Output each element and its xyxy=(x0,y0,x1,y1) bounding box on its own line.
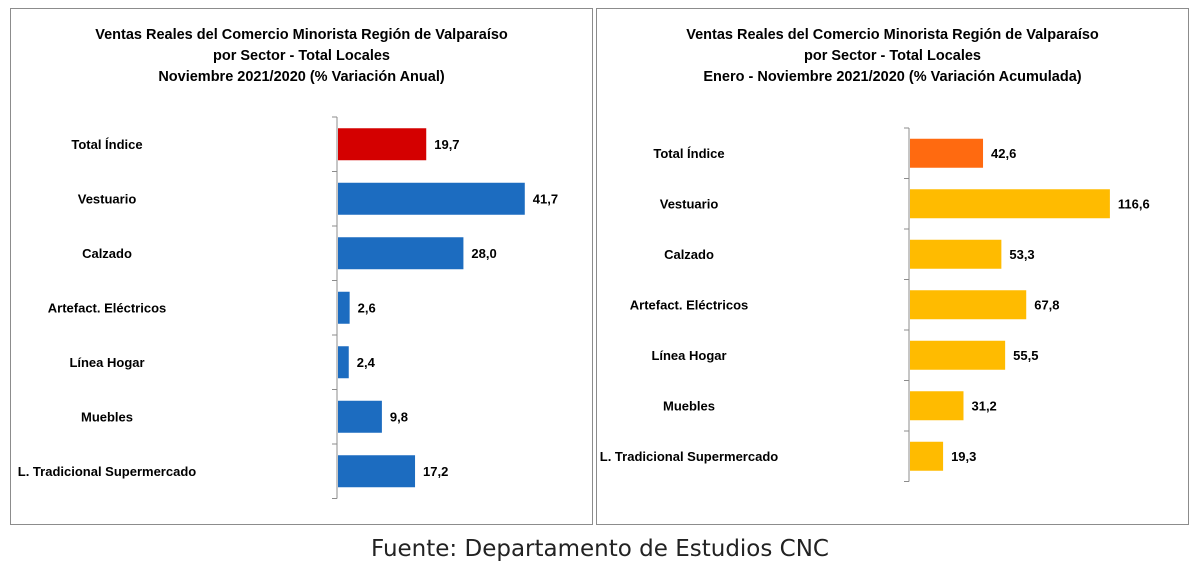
chart-title: Ventas Reales del Comercio Minorista Reg… xyxy=(11,25,592,88)
chart-title-line-3: Noviembre 2021/2020 (% Variación Anual) xyxy=(158,69,445,85)
bar xyxy=(338,346,349,379)
data-label: 31,2 xyxy=(971,398,996,413)
bar xyxy=(338,291,350,324)
category-label: Vestuario xyxy=(660,196,719,211)
bar xyxy=(338,455,416,488)
bar xyxy=(338,237,464,270)
bar xyxy=(338,128,427,161)
bar xyxy=(910,290,1027,320)
data-label: 53,3 xyxy=(1009,247,1034,262)
chart-title-line-2: por Sector - Total Locales xyxy=(804,48,981,64)
data-label: 55,5 xyxy=(1013,348,1038,363)
chart-title-line-2: por Sector - Total Locales xyxy=(213,48,390,64)
category-label: L. Tradicional Supermercado xyxy=(18,464,196,479)
chart-title-line-3: Enero - Noviembre 2021/2020 (% Variación… xyxy=(703,69,1082,85)
bar xyxy=(910,441,944,471)
bar xyxy=(910,340,1006,370)
category-label: Total Índice xyxy=(653,146,724,161)
category-label: Artefact. Eléctricos xyxy=(630,297,749,312)
data-label: 19,7 xyxy=(434,137,459,152)
data-label: 28,0 xyxy=(471,246,496,261)
bar xyxy=(910,391,964,421)
chart-title: Ventas Reales del Comercio Minorista Reg… xyxy=(597,25,1188,88)
data-label: 42,6 xyxy=(991,146,1016,161)
data-label: 17,2 xyxy=(423,464,448,479)
bar xyxy=(338,400,382,433)
data-label: 19,3 xyxy=(951,449,976,464)
category-label: Línea Hogar xyxy=(651,348,726,363)
category-label: Calzado xyxy=(82,246,132,261)
bar xyxy=(910,138,984,168)
category-label: Total Índice xyxy=(71,137,142,152)
bar xyxy=(338,182,525,215)
bar xyxy=(910,189,1110,219)
category-label: Artefact. Eléctricos xyxy=(48,300,167,315)
data-label: 41,7 xyxy=(533,191,558,206)
bar-chart-cumulative: Total Índice 42,6 Vestuario 116,6 Calzado 53,… xyxy=(600,127,1150,482)
chart-panel-right: Ventas Reales del Comercio Minorista Reg… xyxy=(596,8,1189,525)
data-label: 67,8 xyxy=(1034,297,1059,312)
data-label: 116,6 xyxy=(1118,196,1150,211)
bar-chart-annual: Total Índice 19,7 Vestuario 41,7 Calzado 28,0… xyxy=(18,116,558,499)
category-label: Calzado xyxy=(664,247,714,262)
data-label: 9,8 xyxy=(390,409,408,424)
category-label: Vestuario xyxy=(78,191,137,206)
chart-panel-left: Ventas Reales del Comercio Minorista Reg… xyxy=(10,8,593,525)
category-label: Muebles xyxy=(81,409,133,424)
chart-title-line-1: Ventas Reales del Comercio Minorista Reg… xyxy=(686,27,1099,43)
data-label: 2,4 xyxy=(357,355,376,370)
bar xyxy=(910,239,1002,269)
category-label: Línea Hogar xyxy=(69,355,144,370)
category-label: L. Tradicional Supermercado xyxy=(600,449,778,464)
data-label: 2,6 xyxy=(358,300,376,315)
category-label: Muebles xyxy=(663,398,715,413)
source-footer: Fuente: Departamento de Estudios CNC xyxy=(370,536,829,562)
chart-title-line-1: Ventas Reales del Comercio Minorista Reg… xyxy=(95,27,508,43)
